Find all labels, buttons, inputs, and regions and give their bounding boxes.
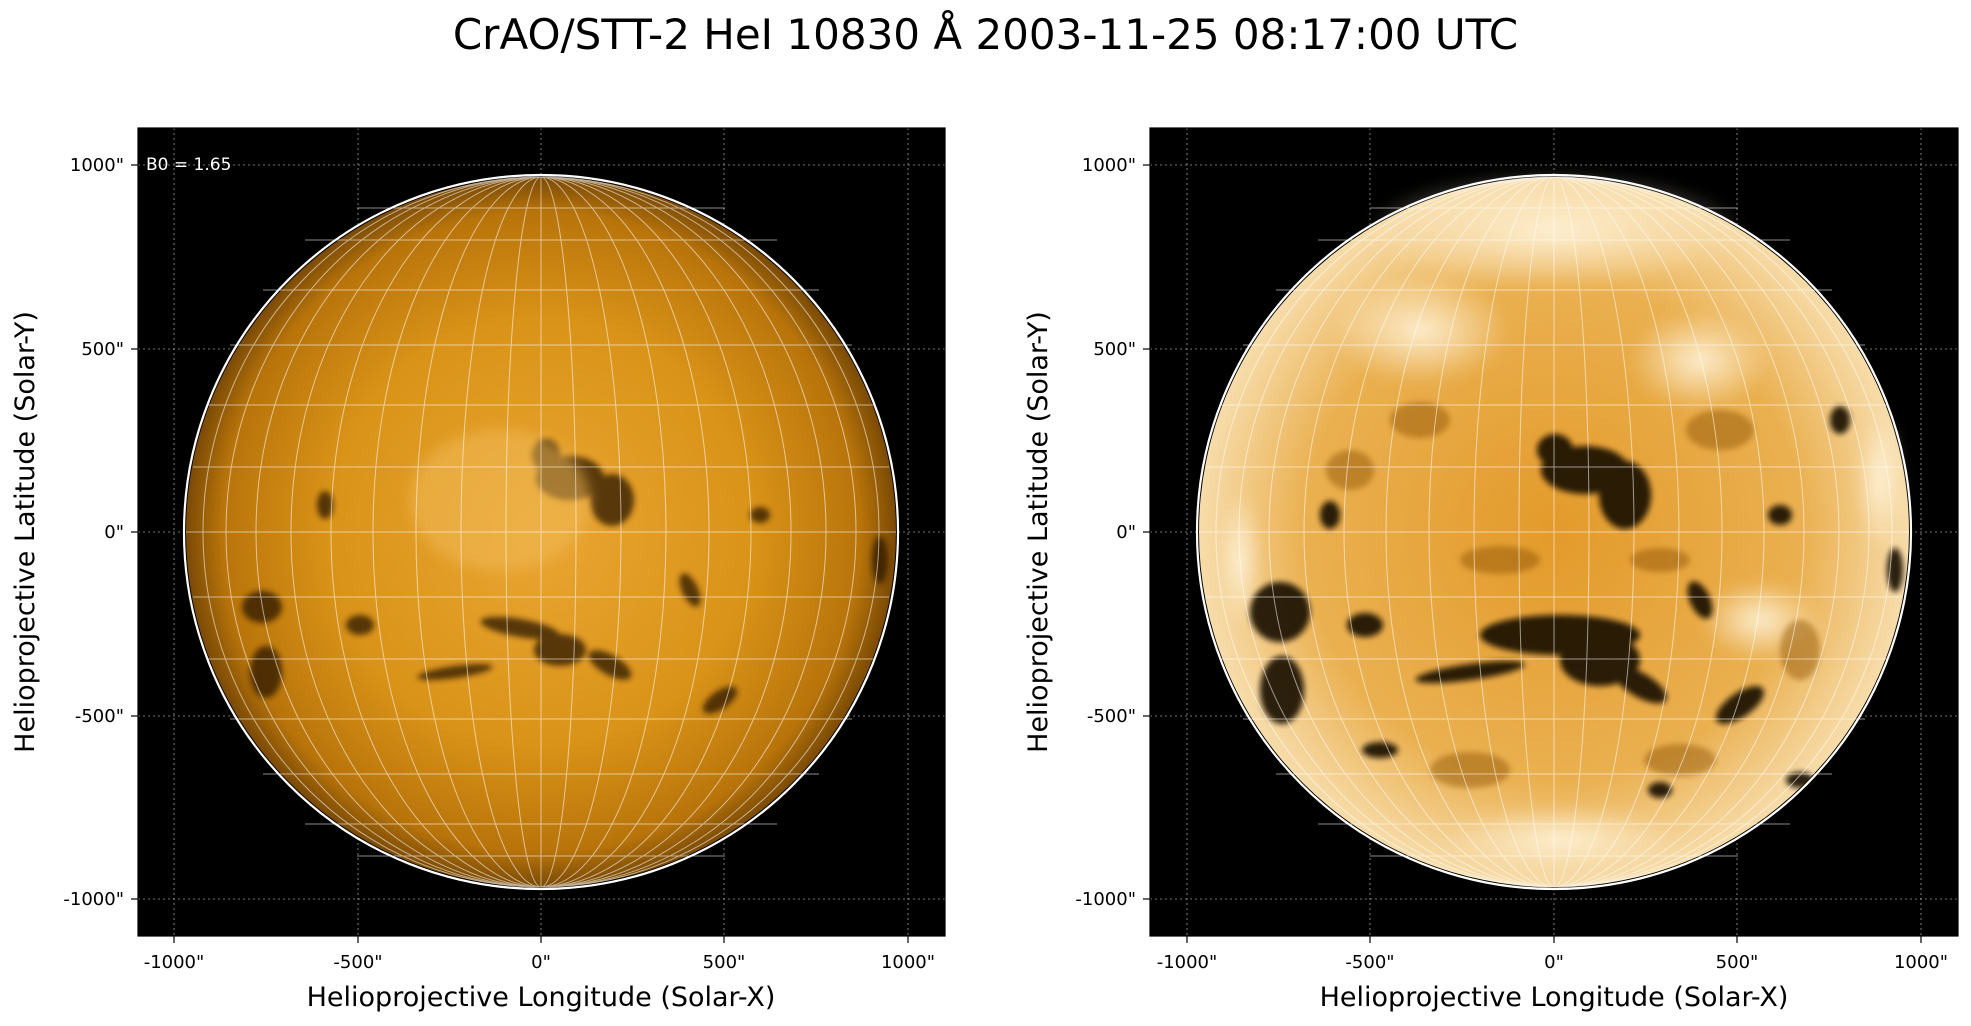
left-x-tick-label: 1000" <box>881 952 935 973</box>
left-x-tick-label: -1000" <box>144 952 205 973</box>
left-y-tick-label: -500" <box>75 706 124 727</box>
right-y-tick-label: 500" <box>1093 339 1136 360</box>
right-y-tick-label: -1000" <box>1075 889 1136 910</box>
left-y-tick-label: -1000" <box>63 889 124 910</box>
left-x-axis-label: Helioprojective Longitude (Solar-X) <box>307 982 776 1013</box>
left-y-axis-label: Helioprojective Latitude (Solar-Y) <box>10 311 41 753</box>
left-b0-annotation: B0 = 1.65 <box>146 155 231 175</box>
left-y-tick-label: 500" <box>81 339 124 360</box>
left-y-tick-label: 1000" <box>70 155 124 176</box>
right-x-tick-label: -500" <box>1345 952 1394 973</box>
right-y-ticks <box>1143 164 1150 900</box>
left-limb-circle <box>182 173 900 891</box>
right-x-ticks <box>1186 936 1922 943</box>
figure-title: CrAO/STT-2 HeI 10830 Å 2003-11-25 08:17:… <box>452 10 1519 59</box>
right-mottling <box>1326 402 1820 788</box>
right-y-axis-label: Helioprojective Latitude (Solar-Y) <box>1023 311 1054 753</box>
left-x-tick-label: 0" <box>531 952 551 973</box>
right-limb-circle <box>1195 173 1913 891</box>
right-x-tick-label: 1000" <box>1894 952 1948 973</box>
left-x-tick-labels: -1000" -500" 0" 500" 1000" <box>144 952 935 973</box>
right-heliographic-grid <box>1199 176 1909 888</box>
left-heliographic-grid <box>186 176 896 888</box>
left-y-tick-label: 0" <box>104 522 124 543</box>
right-panel: -1000" -500" 0" 500" 1000" 1000" 500" 0"… <box>1023 127 1959 1013</box>
left-x-ticks <box>173 936 909 943</box>
right-y-tick-labels: 1000" 500" 0" -500" -1000" <box>1075 155 1136 910</box>
right-dark-filaments <box>1250 406 1903 798</box>
right-x-axis-label: Helioprojective Longitude (Solar-X) <box>1320 982 1789 1013</box>
left-x-tick-label: -500" <box>333 952 382 973</box>
left-bright-region <box>410 430 590 570</box>
left-y-tick-labels: 1000" 500" 0" -500" -1000" <box>63 155 124 910</box>
right-x-tick-labels: -1000" -500" 0" 500" 1000" <box>1157 952 1948 973</box>
right-x-tick-label: 0" <box>1544 952 1564 973</box>
left-x-tick-label: 500" <box>703 952 746 973</box>
right-y-tick-label: 0" <box>1116 522 1136 543</box>
right-x-tick-label: 500" <box>1716 952 1759 973</box>
right-y-tick-label: -500" <box>1087 706 1136 727</box>
left-y-ticks <box>131 164 138 900</box>
left-panel: B0 = 1.65 -1000" -500" 0" 500" 1000" 100… <box>10 127 946 1013</box>
right-x-tick-label: -1000" <box>1157 952 1218 973</box>
right-y-tick-label: 1000" <box>1082 155 1136 176</box>
